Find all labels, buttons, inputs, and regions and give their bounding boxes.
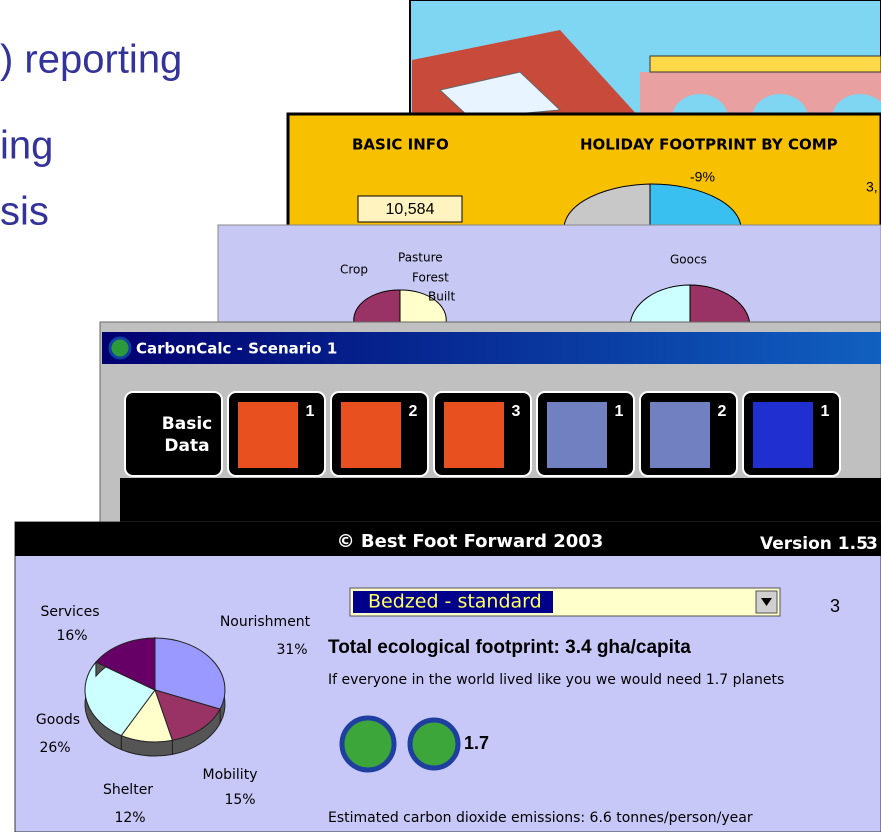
tab-icon: [444, 402, 504, 468]
main-window: © Best Foot Forward 2003 Version 1.5 3 B…: [15, 522, 881, 832]
tab-icon: [547, 402, 607, 468]
section-title: HOLIDAY FOOTPRINT BY COMP: [580, 136, 838, 154]
header: © Best Foot Forward 2003: [337, 531, 604, 552]
tab-label: 3: [512, 403, 521, 420]
pie-label: Crop: [340, 263, 368, 277]
planets-text: If everyone in the world lived like you …: [328, 672, 784, 688]
pie-label: -9%: [690, 169, 715, 185]
pie-label: Pasture: [398, 251, 443, 265]
pie-category: Services: [40, 604, 99, 620]
tab-label: 1: [615, 403, 624, 420]
pie-label: 3,: [866, 179, 878, 195]
pie-value: 12%: [114, 810, 145, 826]
bullet: ing: [0, 124, 53, 168]
slide: ) reporting ing sis BASIC INFO HOLIDAY F…: [0, 0, 881, 832]
land-window: Crop Pasture Forest Built Goocs: [218, 225, 881, 327]
tab-label: 1: [306, 403, 315, 420]
dropdown[interactable]: Bedzed - standard: [368, 591, 542, 613]
co2: Estimated carbon dioxide emissions: 6.6 …: [328, 810, 753, 826]
pie-value: 16%: [56, 628, 87, 644]
pie-label: Forest: [412, 271, 449, 285]
pie-category: Nourishment: [220, 614, 311, 630]
section-title: BASIC INFO: [352, 136, 449, 154]
planets-value: 1.7: [464, 733, 489, 753]
value-box: 10,584: [386, 201, 435, 218]
page: ) reporting ing sis BASIC INFO HOLIDAY F…: [0, 0, 881, 832]
header-number: 3: [866, 534, 878, 554]
pie-category: Mobility: [203, 767, 258, 783]
pie-category: Goods: [36, 712, 80, 728]
pie-value: 26%: [39, 740, 70, 756]
pie-label: Built: [428, 290, 456, 304]
tab-icon: [238, 402, 298, 468]
tab-icon: [341, 402, 401, 468]
tab-label: 2: [718, 403, 727, 420]
bullet: sis: [0, 190, 49, 234]
holiday-window: BASIC INFO HOLIDAY FOOTPRINT BY COMP 10,…: [288, 114, 881, 238]
pie-value: 15%: [224, 792, 255, 808]
tab-word: Data: [164, 436, 209, 456]
tab-icon: [753, 402, 813, 468]
pie-value: 31%: [276, 642, 307, 658]
tab-label: 1: [821, 403, 830, 420]
pie-category: Shelter: [103, 782, 153, 798]
tab-label: 2: [409, 403, 418, 420]
tab[interactable]: [125, 392, 222, 476]
pie-label: Goocs: [670, 253, 707, 267]
total: Total ecological footprint: 3.4 gha/capi…: [328, 637, 691, 658]
tab-word: Basic: [162, 414, 212, 434]
tab-icon: [650, 402, 710, 468]
bullet: ) reporting: [0, 38, 182, 82]
version: Version 1.5: [760, 534, 868, 554]
side-number: 3: [830, 596, 840, 616]
window-title: CarbonCalc - Scenario 1: [136, 340, 337, 358]
